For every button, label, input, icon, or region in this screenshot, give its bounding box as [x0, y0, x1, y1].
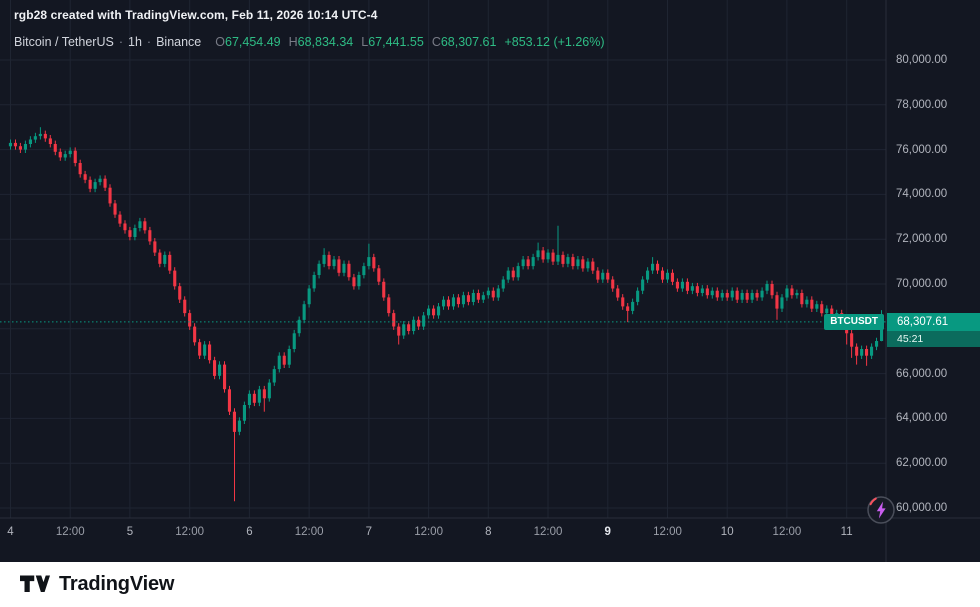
price-axis-label: 62,000.00	[896, 457, 948, 470]
time-axis-label: 12:00	[772, 526, 802, 538]
time-axis-label: 11	[840, 526, 853, 538]
price-axis-label: 76,000.00	[896, 143, 948, 156]
exchange-label: Binance	[156, 35, 202, 49]
lightning-bolt-icon	[867, 496, 895, 524]
bar-countdown: 45:21	[887, 330, 980, 347]
high-value: 68,834.34	[297, 35, 354, 49]
price-axis-label: 72,000.00	[896, 233, 948, 246]
chart-legend[interactable]: Bitcoin / TetherUS · 1h · Binance O67,454.49 H…	[14, 35, 605, 49]
candlestick-series	[0, 0, 980, 562]
time-axis-label: 12:00	[414, 526, 443, 538]
price-axis-label: 78,000.00	[896, 98, 948, 111]
time-axis-label: 12:00	[294, 526, 324, 538]
time-axis-label: 8	[485, 526, 492, 538]
time-axis-label: 5	[126, 526, 134, 538]
time-axis[interactable]: 4 12:00 5 12:00 6 12:00 7 12:00 8 12:00 9 12:00 10 12…	[0, 518, 980, 562]
change-value: +853.12 (+1.26%)	[504, 35, 605, 49]
interval-label[interactable]: 1h	[128, 35, 142, 49]
low-label: L	[361, 35, 369, 49]
price-axis-label: 60,000.00	[896, 502, 948, 514]
separator-dot: ·	[118, 35, 123, 49]
brand-name[interactable]: TradingView	[59, 573, 175, 595]
time-axis-label: 4	[7, 526, 14, 538]
tradingview-logo-icon[interactable]	[20, 574, 50, 595]
footer-bar: TradingView	[0, 562, 980, 607]
time-axis-label: 7	[365, 526, 373, 538]
price-axis-label: 74,000.00	[896, 188, 948, 201]
time-axis-label: 10	[720, 526, 734, 538]
open-value: 67,454.49	[225, 35, 281, 49]
time-axis-label: 12:00	[653, 526, 682, 538]
low-value: 67,441.55	[368, 35, 424, 49]
symbol-title[interactable]: Bitcoin / TetherUS	[14, 35, 114, 49]
attribution-text: rgb28 created with TradingView.com, Feb …	[14, 8, 378, 22]
candlestick-chart[interactable]	[0, 0, 980, 562]
close-value: 68,307.61	[440, 35, 497, 49]
time-axis-label: 12:00	[55, 526, 85, 538]
price-axis[interactable]: 80,000.00 78,000.00 76,000.00 74,000.00 72,0…	[886, 0, 980, 562]
flash-button[interactable]	[866, 495, 896, 525]
price-axis-label: 64,000.00	[896, 412, 948, 425]
open-label: O	[215, 35, 225, 49]
price-axis-label: 66,000.00	[896, 367, 948, 380]
ohlc-values: O67,454.49 H68,834.34 L67,441.55 C68,307.61…	[207, 35, 604, 49]
time-axis-label: 12:00	[533, 526, 563, 538]
separator-dot: ·	[146, 35, 152, 49]
time-axis-label: 9	[604, 526, 611, 538]
price-axis-label: 70,000.00	[896, 278, 948, 290]
time-axis-label: 6	[246, 526, 253, 538]
time-axis-label: 12:00	[175, 526, 205, 538]
price-axis-label: 80,000.00	[896, 54, 948, 66]
high-label: H	[288, 35, 298, 49]
close-label: C	[431, 35, 441, 49]
last-price-symbol-tag: BTCUSDT	[824, 313, 884, 330]
last-price-label: 68,307.61	[887, 312, 980, 331]
